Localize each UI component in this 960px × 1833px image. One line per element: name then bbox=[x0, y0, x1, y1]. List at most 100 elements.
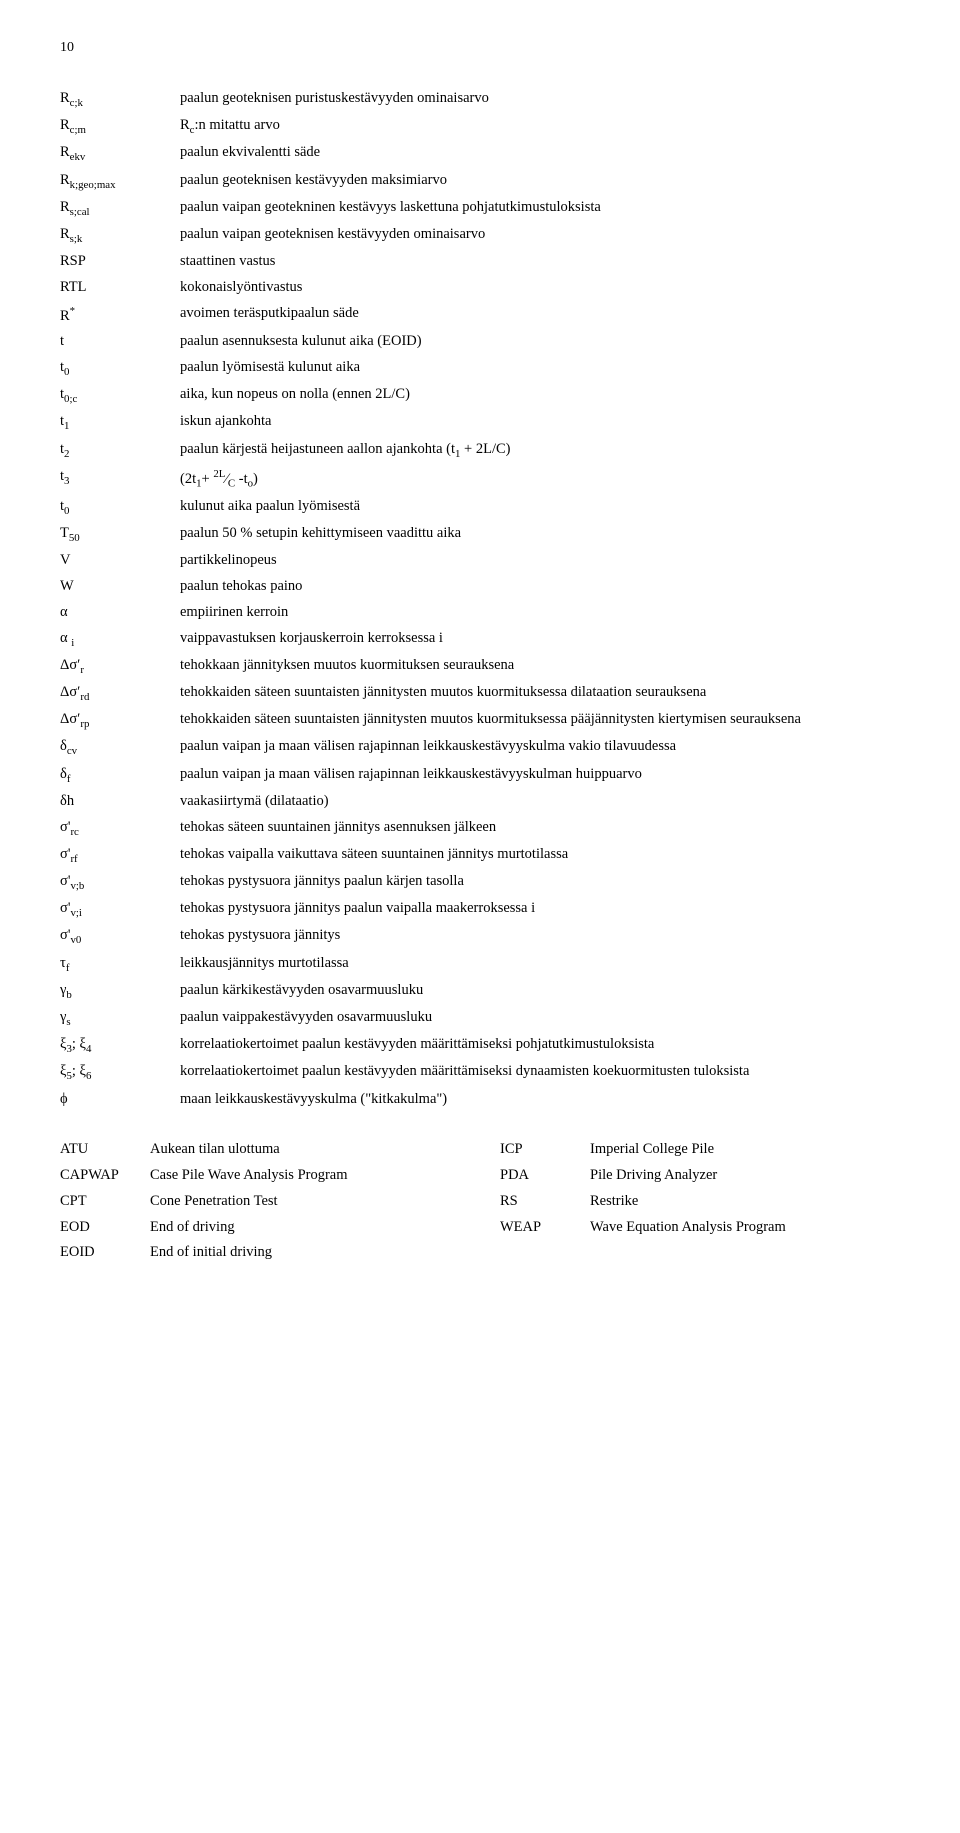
definition-cell: tehokas pystysuora jännitys paalun vaipa… bbox=[180, 896, 900, 923]
abbreviation-value: Aukean tilan ulottuma bbox=[150, 1137, 460, 1163]
table-row: δhvaakasiirtymä (dilataatio) bbox=[60, 789, 900, 815]
symbol-cell: α i bbox=[60, 626, 180, 653]
definition-cell: avoimen teräsputkipaalun säde bbox=[180, 301, 900, 330]
symbol-cell: δcv bbox=[60, 734, 180, 761]
symbol-cell: γs bbox=[60, 1005, 180, 1032]
symbol-cell: σ'v0 bbox=[60, 923, 180, 950]
symbol-cell: δh bbox=[60, 789, 180, 815]
definition-cell: kulunut aika paalun lyömisestä bbox=[180, 494, 900, 521]
abbreviation-table-right: ICPImperial College PilePDAPile Driving … bbox=[500, 1137, 900, 1240]
table-row: Vpartikkelinopeus bbox=[60, 548, 900, 574]
table-row: T50paalun 50 % setupin kehittymiseen vaa… bbox=[60, 521, 900, 548]
definition-cell: staattinen vastus bbox=[180, 249, 900, 275]
abbreviation-value: Pile Driving Analyzer bbox=[590, 1163, 900, 1189]
table-row: t1iskun ajankohta bbox=[60, 409, 900, 436]
abbreviation-value: Imperial College Pile bbox=[590, 1137, 900, 1163]
definition-cell: kokonaislyöntivastus bbox=[180, 275, 900, 301]
table-row: α ivaippavastuksen korjauskerroin kerrok… bbox=[60, 626, 900, 653]
symbol-cell: Δσ′rp bbox=[60, 707, 180, 734]
definition-cell: korrelaatiokertoimet paalun kestävyyden … bbox=[180, 1032, 900, 1059]
table-row: Wpaalun tehokas paino bbox=[60, 574, 900, 600]
definition-cell: paalun geoteknisen puristuskestävyyden o… bbox=[180, 86, 900, 113]
symbol-cell: Rekv bbox=[60, 140, 180, 167]
table-row: WEAPWave Equation Analysis Program bbox=[500, 1215, 900, 1241]
abbreviation-column-left: ATUAukean tilan ulottumaCAPWAPCase Pile … bbox=[60, 1137, 460, 1266]
symbol-cell: t0 bbox=[60, 355, 180, 382]
definition-cell: vaippavastuksen korjauskerroin kerrokses… bbox=[180, 626, 900, 653]
table-row: ATUAukean tilan ulottuma bbox=[60, 1137, 460, 1163]
definition-cell: iskun ajankohta bbox=[180, 409, 900, 436]
definition-cell: korrelaatiokertoimet paalun kestävyyden … bbox=[180, 1059, 900, 1086]
table-row: RSRestrike bbox=[500, 1189, 900, 1215]
table-row: σ'v;btehokas pystysuora jännitys paalun … bbox=[60, 869, 900, 896]
symbol-cell: t bbox=[60, 329, 180, 355]
table-row: EOIDEnd of initial driving bbox=[60, 1240, 460, 1266]
symbol-cell: Rs;k bbox=[60, 222, 180, 249]
symbol-cell: σ'rf bbox=[60, 842, 180, 869]
symbol-cell: t0 bbox=[60, 494, 180, 521]
table-row: σ'v;itehokas pystysuora jännitys paalun … bbox=[60, 896, 900, 923]
definition-cell: tehokkaiden säteen suuntaisten jännityst… bbox=[180, 680, 900, 707]
definition-cell: tehokkaiden säteen suuntaisten jännityst… bbox=[180, 707, 900, 734]
definition-cell: paalun 50 % setupin kehittymiseen vaadit… bbox=[180, 521, 900, 548]
symbol-cell: Rk;geo;max bbox=[60, 168, 180, 195]
table-row: RSPstaattinen vastus bbox=[60, 249, 900, 275]
symbol-cell: σ'rc bbox=[60, 815, 180, 842]
symbol-cell: Rc;m bbox=[60, 113, 180, 140]
table-row: t0paalun lyömisestä kulunut aika bbox=[60, 355, 900, 382]
table-row: PDAPile Driving Analyzer bbox=[500, 1163, 900, 1189]
table-row: Rs;calpaalun vaipan geotekninen kestävyy… bbox=[60, 195, 900, 222]
table-row: ξ3; ξ4korrelaatiokertoimet paalun kestäv… bbox=[60, 1032, 900, 1059]
table-row: γbpaalun kärkikestävyyden osavarmuusluku bbox=[60, 978, 900, 1005]
definition-cell: tehokkaan jännityksen muutos kuormitukse… bbox=[180, 653, 900, 680]
table-row: σ'rftehokas vaipalla vaikuttava säteen s… bbox=[60, 842, 900, 869]
symbol-cell: Δσ′rd bbox=[60, 680, 180, 707]
table-row: t3(2t1+ 2L⁄C -to) bbox=[60, 464, 900, 494]
abbreviation-column-right: ICPImperial College PilePDAPile Driving … bbox=[500, 1137, 900, 1266]
table-row: t0;caika, kun nopeus on nolla (ennen 2L/… bbox=[60, 382, 900, 409]
abbreviation-value: Wave Equation Analysis Program bbox=[590, 1215, 900, 1241]
symbol-cell: ξ3; ξ4 bbox=[60, 1032, 180, 1059]
definition-cell: paalun vaipan geotekninen kestävyys lask… bbox=[180, 195, 900, 222]
abbreviation-value: End of driving bbox=[150, 1215, 460, 1241]
symbol-cell: σ'v;i bbox=[60, 896, 180, 923]
abbreviation-value: Case Pile Wave Analysis Program bbox=[150, 1163, 460, 1189]
abbreviation-key: WEAP bbox=[500, 1215, 590, 1241]
definition-cell: paalun vaipan ja maan välisen rajapinnan… bbox=[180, 762, 900, 789]
symbol-cell: R* bbox=[60, 301, 180, 330]
table-row: Δσ′rdtehokkaiden säteen suuntaisten jänn… bbox=[60, 680, 900, 707]
definition-cell: vaakasiirtymä (dilataatio) bbox=[180, 789, 900, 815]
definition-cell: paalun geoteknisen kestävyyden maksimiar… bbox=[180, 168, 900, 195]
table-row: EODEnd of driving bbox=[60, 1215, 460, 1241]
definition-cell: paalun kärjestä heijastuneen aallon ajan… bbox=[180, 437, 900, 464]
abbreviation-key: ICP bbox=[500, 1137, 590, 1163]
abbreviation-section: ATUAukean tilan ulottumaCAPWAPCase Pile … bbox=[60, 1137, 900, 1266]
page-number: 10 bbox=[60, 40, 900, 56]
definition-cell: paalun vaippakestävyyden osavarmuusluku bbox=[180, 1005, 900, 1032]
abbreviation-key: CPT bbox=[60, 1189, 150, 1215]
definition-cell: maan leikkauskestävyyskulma ("kitkakulma… bbox=[180, 1087, 900, 1113]
symbol-cell: ξ5; ξ6 bbox=[60, 1059, 180, 1086]
abbreviation-table-left: ATUAukean tilan ulottumaCAPWAPCase Pile … bbox=[60, 1137, 460, 1266]
table-row: αempiirinen kerroin bbox=[60, 600, 900, 626]
symbol-cell: t3 bbox=[60, 464, 180, 494]
abbreviation-value: End of initial driving bbox=[150, 1240, 460, 1266]
table-row: Rk;geo;maxpaalun geoteknisen kestävyyden… bbox=[60, 168, 900, 195]
definition-cell: paalun vaipan ja maan välisen rajapinnan… bbox=[180, 734, 900, 761]
table-row: Δσ′rptehokkaiden säteen suuntaisten jänn… bbox=[60, 707, 900, 734]
abbreviation-value: Restrike bbox=[590, 1189, 900, 1215]
symbol-cell: RTL bbox=[60, 275, 180, 301]
definition-cell: paalun ekvivalentti säde bbox=[180, 140, 900, 167]
table-row: CAPWAPCase Pile Wave Analysis Program bbox=[60, 1163, 460, 1189]
definition-cell: paalun vaipan geoteknisen kestävyyden om… bbox=[180, 222, 900, 249]
abbreviation-key: PDA bbox=[500, 1163, 590, 1189]
table-row: t0kulunut aika paalun lyömisestä bbox=[60, 494, 900, 521]
definition-cell: tehokas säteen suuntainen jännitys asenn… bbox=[180, 815, 900, 842]
symbol-cell: γb bbox=[60, 978, 180, 1005]
table-row: Rs;kpaalun vaipan geoteknisen kestävyyde… bbox=[60, 222, 900, 249]
table-row: t2paalun kärjestä heijastuneen aallon aj… bbox=[60, 437, 900, 464]
table-row: ϕmaan leikkauskestävyyskulma ("kitkakulm… bbox=[60, 1087, 900, 1113]
symbol-cell: t2 bbox=[60, 437, 180, 464]
symbol-cell: W bbox=[60, 574, 180, 600]
symbol-cell: RSP bbox=[60, 249, 180, 275]
